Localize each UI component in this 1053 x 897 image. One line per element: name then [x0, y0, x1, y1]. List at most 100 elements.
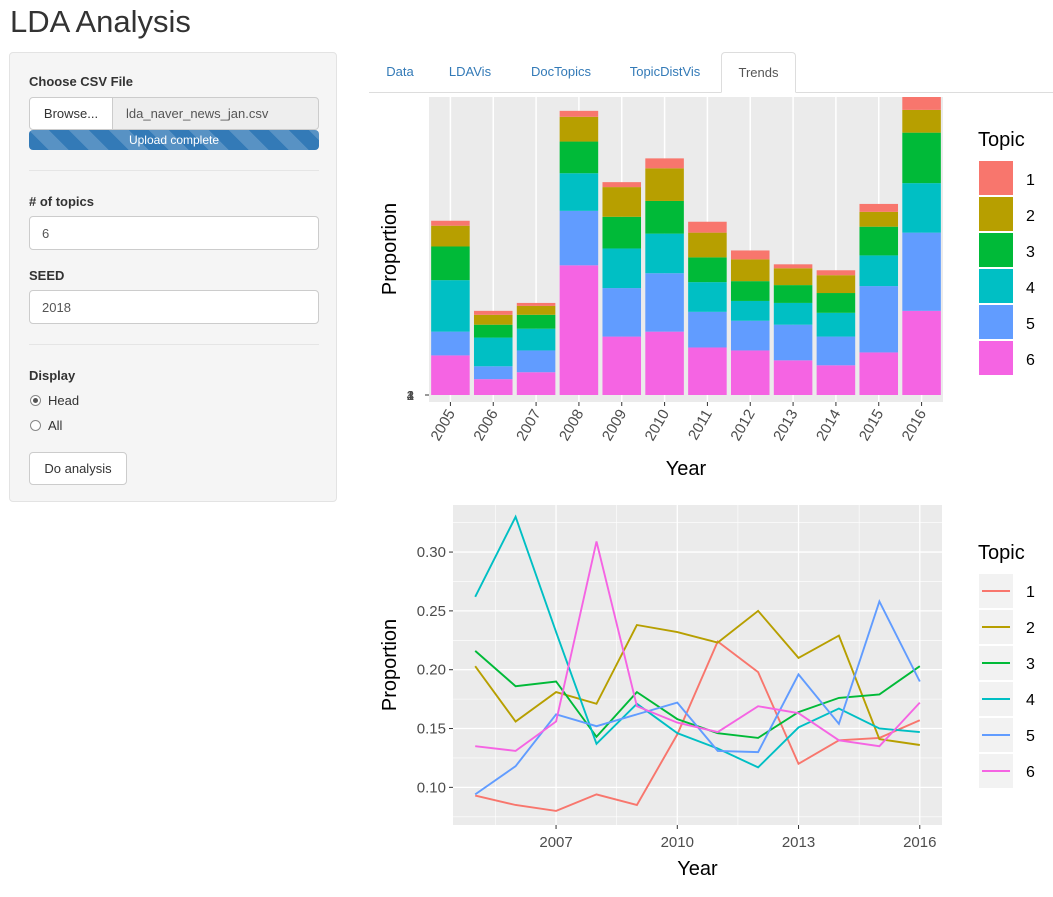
bar-segment	[516, 372, 556, 395]
plot-panel	[429, 97, 943, 402]
bar-segment	[645, 168, 684, 201]
tab-ldavis[interactable]: LDAVis	[448, 64, 492, 79]
y-tick-label: 3	[407, 388, 414, 403]
y-tick-label: 0.30	[417, 544, 446, 561]
series-line	[474, 514, 920, 769]
series-line	[474, 609, 920, 746]
bar-segment	[431, 355, 470, 395]
x-axis-title: Year	[666, 458, 707, 480]
bar-segment	[516, 305, 556, 315]
x-tick-label: 2010	[642, 407, 673, 444]
legend-label: 2	[1026, 208, 1035, 225]
legend-label: 1	[1026, 584, 1035, 601]
x-axis-title: Year	[677, 858, 718, 880]
tab-data[interactable]: Data	[386, 64, 414, 79]
bar-segment	[473, 337, 513, 367]
bar-segment	[902, 97, 941, 110]
legend-label: 5	[1026, 728, 1035, 745]
bar-segment	[602, 248, 642, 289]
seed-label: SEED	[29, 268, 65, 283]
x-tick-label: 2005	[427, 407, 458, 444]
browse-button[interactable]: Browse...	[29, 97, 113, 130]
series-line	[475, 541, 921, 752]
x-tick-label: 2013	[782, 834, 815, 851]
bar-segment	[559, 173, 599, 211]
x-tick-label: 2016	[903, 834, 936, 851]
bar-segment	[730, 281, 770, 301]
legend-label: 6	[1026, 764, 1035, 781]
bar-segment	[559, 110, 599, 117]
divider	[29, 170, 319, 171]
radio-head[interactable]: Head	[30, 393, 79, 408]
legend-label: 2	[1026, 620, 1035, 637]
y-tick-label: 0.15	[417, 721, 446, 738]
legend-swatch	[979, 269, 1013, 303]
bar-segment	[559, 141, 599, 174]
x-tick-label: 2013	[770, 407, 801, 444]
y-tick-label: 1	[407, 388, 414, 403]
bar-segment	[431, 280, 470, 332]
bar-segment	[773, 264, 813, 269]
bar-segment	[688, 257, 727, 283]
tab-trends[interactable]: Trends	[721, 52, 796, 93]
legend-swatch	[979, 233, 1013, 267]
bar-segment	[773, 302, 813, 325]
bar-segment	[645, 233, 684, 274]
y-tick-label: 0.25	[417, 603, 446, 620]
bar-segment	[688, 347, 727, 395]
bar-segment	[516, 328, 556, 351]
radio-selected-icon[interactable]	[30, 395, 41, 406]
y-tick-label: 2	[407, 388, 414, 403]
bar-segment	[730, 259, 770, 282]
topics-input[interactable]	[29, 216, 319, 250]
bar-segment	[473, 324, 513, 338]
tab-doctopics[interactable]: DocTopics	[531, 64, 591, 79]
file-input-label: Choose CSV File	[29, 74, 134, 89]
bar-segment	[773, 324, 813, 361]
plot-panel	[453, 505, 942, 825]
legend-label: 3	[1026, 656, 1035, 673]
legend-title: Topic	[978, 542, 1025, 564]
legend-label: 1	[1026, 172, 1035, 189]
bar-segment	[602, 288, 642, 337]
bar-segment	[645, 158, 684, 169]
legend-label: 4	[1026, 692, 1035, 709]
bar-segment	[688, 221, 727, 233]
bar-segment	[516, 350, 556, 373]
file-input[interactable]: Browse... lda_naver_news_jan.csv	[29, 97, 319, 131]
line-chart: 2007 2010 2013 2016 0.10 0.15 0.20 0.25 0.30 Year…	[379, 505, 1035, 880]
bar-segment	[473, 379, 513, 395]
y-axis-title: Proportion	[379, 203, 401, 295]
bar-segment	[816, 312, 856, 337]
bar-segment	[473, 314, 513, 325]
legend-swatch	[979, 305, 1013, 339]
do-analysis-button[interactable]: Do analysis	[29, 452, 127, 485]
legend-label: 3	[1026, 244, 1035, 261]
legend-label: 6	[1026, 352, 1035, 369]
bar-segment	[431, 331, 470, 356]
radio-unselected-icon[interactable]	[30, 420, 41, 431]
tab-topicdistvis[interactable]: TopicDistVis	[629, 64, 701, 79]
bar-segment	[773, 268, 813, 286]
seed-input[interactable]	[29, 290, 319, 324]
x-tick-label: 2015	[856, 407, 887, 444]
bar-segment	[602, 336, 642, 395]
topics-label: # of topics	[29, 194, 95, 209]
radio-head-label: Head	[48, 393, 80, 408]
bar-segment	[645, 273, 684, 332]
bar-segment	[902, 232, 941, 311]
bar-segment	[730, 300, 770, 321]
bar-segment	[859, 226, 899, 256]
bar-segment	[859, 352, 899, 395]
bar-segment	[602, 182, 642, 188]
x-tick-label: 2009	[599, 407, 630, 444]
bar-segment	[773, 285, 813, 303]
x-tick-label: 2016	[899, 407, 930, 444]
bar-segment	[902, 183, 941, 233]
bar-segment	[645, 331, 684, 395]
divider	[29, 344, 319, 345]
x-tick-label: 2007	[539, 834, 572, 851]
bar-segment	[431, 225, 470, 247]
legend-swatch	[979, 197, 1013, 231]
radio-all[interactable]: All	[30, 418, 62, 433]
